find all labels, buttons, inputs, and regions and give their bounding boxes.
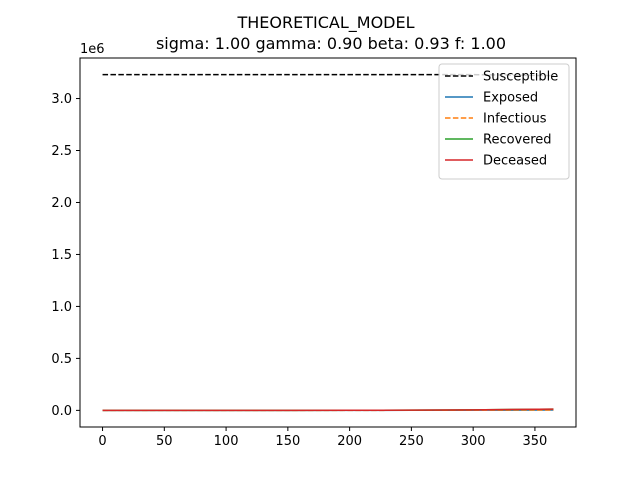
x-tick-label: 250 — [399, 434, 424, 449]
legend-box — [438, 63, 570, 180]
series-line-deceased — [102, 408, 554, 412]
chart-title: THEORETICAL_MODEL — [237, 13, 415, 33]
y-tick-label: 2.5 — [51, 144, 72, 159]
x-tick-label: 50 — [156, 434, 173, 449]
x-tick-label: 100 — [214, 434, 239, 449]
x-tick-label: 150 — [275, 434, 300, 449]
legend-label-recovered: Recovered — [483, 133, 552, 148]
y-tick-label: 0.0 — [51, 404, 72, 419]
legend-label-deceased: Deceased — [483, 154, 547, 169]
x-tick-label: 200 — [337, 434, 362, 449]
y-axis-ticks: 0.0 0.5 1.0 1.5 2.0 2.5 3.0 — [51, 92, 80, 419]
x-tick-label: 300 — [461, 434, 486, 449]
plot-frame — [79, 57, 577, 428]
x-tick-label: 0 — [98, 434, 106, 449]
y-offset-label: 1e6 — [80, 42, 105, 57]
x-axis-ticks: 0 50 100 150 200 250 300 350 — [98, 427, 547, 449]
legend-label-infectious: Infectious — [483, 112, 547, 127]
legend: Susceptible Exposed Infectious Recovered Dec… — [438, 63, 570, 180]
y-tick-label: 0.5 — [51, 352, 72, 367]
chart-subtitle: sigma: 1.00 gamma: 0.90 beta: 0.93 f: 1.… — [156, 34, 506, 53]
y-tick-label: 1.0 — [51, 300, 72, 315]
y-tick-label: 3.0 — [51, 92, 72, 107]
legend-label-susceptible: Susceptible — [483, 70, 558, 85]
legend-label-exposed: Exposed — [483, 91, 538, 106]
y-tick-label: 1.5 — [51, 248, 72, 263]
x-tick-label: 350 — [523, 434, 548, 449]
y-tick-label: 2.0 — [51, 196, 72, 211]
